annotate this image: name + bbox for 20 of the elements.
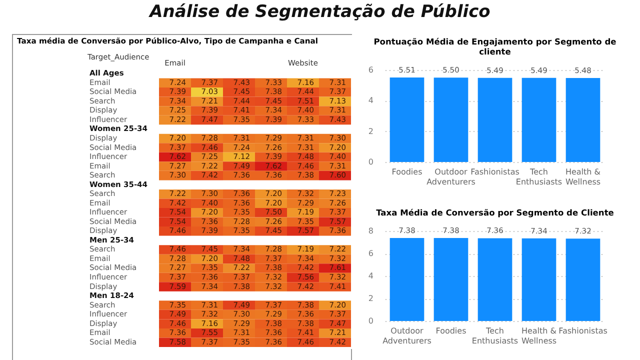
x-tick-label: Foodies xyxy=(436,326,466,336)
x-tick-label: Outdoor Adventurers xyxy=(382,326,432,346)
y-tick-label: 6 xyxy=(368,66,374,74)
y-tick-label: 8 xyxy=(368,226,374,236)
y-tick-label: 0 xyxy=(368,316,374,326)
x-tick-label: Health & Wellness xyxy=(565,168,601,186)
y-tick-label: 2 xyxy=(368,294,374,303)
y-tick-label: 4 xyxy=(368,96,374,106)
x-tick-label: Fashionistas xyxy=(470,168,520,176)
x-tick-label: Foodies xyxy=(392,168,422,176)
text: Análise de Segmentação de Público xyxy=(148,2,492,22)
y-tick-label: 4 xyxy=(368,272,374,280)
x-tick-label: Fashionistas xyxy=(558,326,608,336)
x-tick-label: Tech Enthusiasts xyxy=(472,326,518,346)
y-tick-label: 2 xyxy=(368,126,374,136)
y-tick-label: 0 xyxy=(368,158,374,166)
y-tick-label: 6 xyxy=(368,249,374,258)
chart-title: Pontuação Média de Engajamento por Segmento de cliente xyxy=(374,36,617,57)
x-tick-label: Health & Wellness xyxy=(521,326,557,346)
chart-title: Taxa Média de Conversão por Segmento de Cliente xyxy=(376,208,614,218)
